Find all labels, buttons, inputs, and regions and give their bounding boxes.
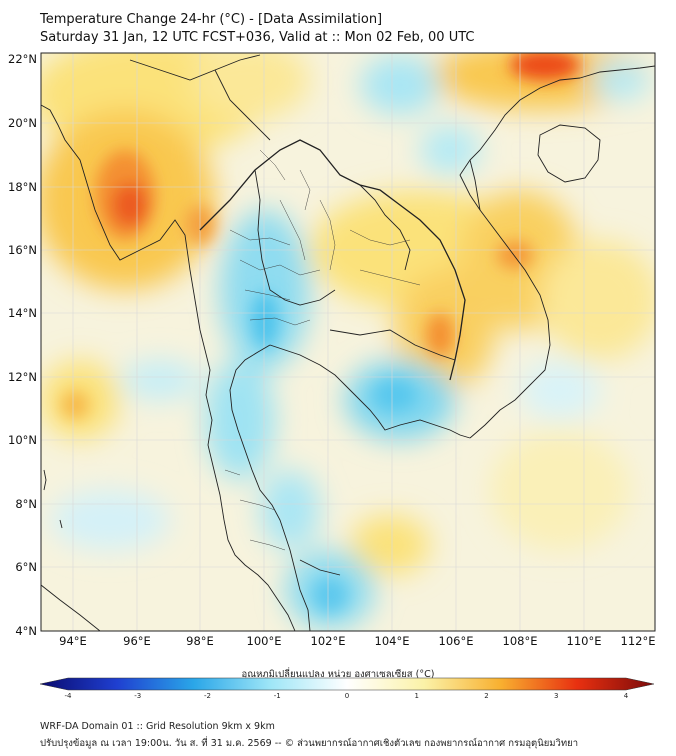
colorbar-tick-label: -2 (204, 692, 211, 700)
map-frame (40, 52, 656, 632)
colorbar-tick-label: -4 (65, 692, 73, 700)
colorbar-tick-label: -3 (134, 692, 141, 700)
map-subtitle: Saturday 31 Jan, 12 UTC FCST+036, Valid … (40, 30, 475, 45)
colorbar-bar (39, 677, 655, 691)
lon-tick-label: 98°E (186, 634, 214, 648)
graticule (41, 53, 655, 631)
lat-tick-label: 8°N (15, 497, 37, 511)
colorbar-title: อุณหภูมิเปลี่ยนแปลง หน่วย องศาเซลเซียส (… (241, 669, 435, 680)
temperature-field (41, 53, 655, 631)
temperature-change-map: 22°N 20°N 18°N 16°N 14°N 12°N 10°N 8°N 6… (8, 52, 656, 648)
lat-tick-label: 4°N (15, 624, 37, 638)
colorbar: -4 -3 -2 -1 0 1 2 3 4 (39, 677, 655, 700)
coastlines (41, 54, 655, 631)
lon-tick-label: 108°E (503, 634, 538, 648)
lat-tick-label: 10°N (8, 433, 37, 447)
colorbar-tick-label: -1 (274, 692, 281, 700)
lon-tick-label: 110°E (567, 634, 602, 648)
lat-tick-label: 16°N (8, 243, 37, 257)
province-borders (224, 149, 421, 551)
colorbar-tick-label: 1 (415, 692, 419, 700)
lat-tick-label: 20°N (8, 116, 37, 130)
map-title: Temperature Change 24-hr (°C) - [Data As… (40, 12, 383, 27)
lon-tick-label: 96°E (123, 634, 151, 648)
lat-tick-label: 6°N (15, 560, 37, 574)
colorbar-tick-label: 4 (624, 692, 629, 700)
latitude-labels: 22°N 20°N 18°N 16°N 14°N 12°N 10°N 8°N 6… (8, 52, 37, 638)
lon-tick-label: 100°E (247, 634, 282, 648)
lon-tick-label: 112°E (621, 634, 656, 648)
colorbar-tick-label: 0 (345, 692, 349, 700)
lon-tick-label: 106°E (439, 634, 474, 648)
lat-tick-label: 18°N (8, 180, 37, 194)
lat-tick-label: 14°N (8, 306, 37, 320)
lon-tick-label: 94°E (59, 634, 87, 648)
colorbar-tick-label: 2 (484, 692, 488, 700)
colorbar-tick-label: 3 (554, 692, 558, 700)
lon-tick-label: 104°E (375, 634, 410, 648)
map-svg: 22°N 20°N 18°N 16°N 14°N 12°N 10°N 8°N 6… (8, 52, 656, 648)
footer-update-credit: ปรับปรุงข้อมูล ณ เวลา 19:00น. วัน ส. ที่… (40, 738, 579, 749)
colorbar-ticks: -4 -3 -2 -1 0 1 2 3 4 (65, 692, 629, 700)
lat-tick-label: 22°N (8, 52, 37, 66)
longitude-labels: 94°E 96°E 98°E 100°E 102°E 104°E 106°E 1… (59, 634, 655, 648)
lat-tick-label: 12°N (8, 370, 37, 384)
lon-tick-label: 102°E (311, 634, 346, 648)
footer-model-info: WRF-DA Domain 01 :: Grid Resolution 9km … (40, 721, 275, 732)
